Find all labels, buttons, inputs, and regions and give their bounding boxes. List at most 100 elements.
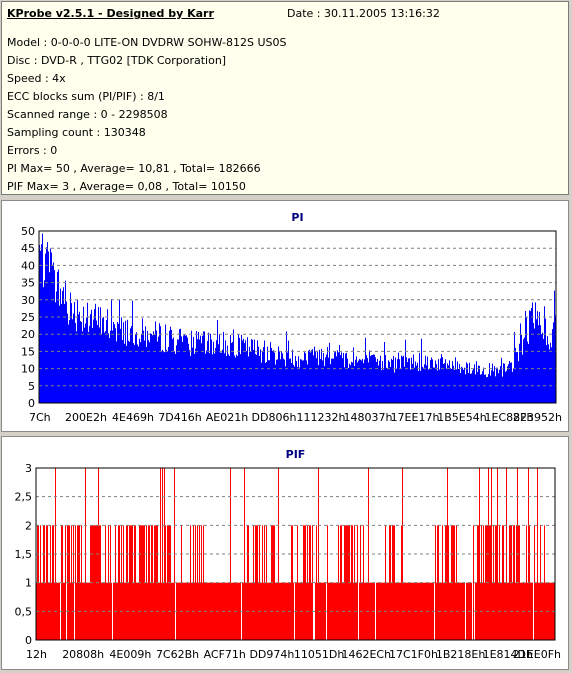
pi-bar xyxy=(97,325,98,403)
pi-bar xyxy=(228,354,229,403)
pif-bar xyxy=(413,582,414,640)
pif-bar xyxy=(341,525,342,640)
pi-bar xyxy=(378,365,379,403)
pi-bar xyxy=(44,280,45,403)
pif-bar xyxy=(305,525,306,640)
pi-bar xyxy=(142,318,143,403)
pi-bar xyxy=(203,331,204,403)
pi-bar xyxy=(80,321,81,403)
pif-bar xyxy=(507,582,508,640)
pi-bar xyxy=(366,355,367,403)
pif-bar xyxy=(275,582,276,640)
pi-bar xyxy=(252,339,253,403)
pi-bar xyxy=(539,311,540,403)
pif-bar xyxy=(155,525,156,640)
pi-bar xyxy=(272,350,273,403)
pi-bar xyxy=(487,376,488,403)
pi-bar xyxy=(436,364,437,403)
pi-bar xyxy=(439,369,440,403)
pif-bar xyxy=(251,582,252,640)
pif-bar xyxy=(159,582,160,640)
pi-bar xyxy=(512,371,513,403)
pi-bar xyxy=(336,356,337,403)
pif-bar xyxy=(41,582,42,640)
pif-bar xyxy=(81,525,82,640)
pif-x-tick-label: 21EE0Fh xyxy=(513,648,561,661)
pi-bar xyxy=(298,356,299,403)
pi-bar xyxy=(364,359,365,403)
info-disc: Disc : DVD-R , TTG02 [TDK Corporation] xyxy=(7,54,227,67)
pif-bar xyxy=(173,582,174,640)
info-model: Model : 0-0-0-0 LITE-ON DVDRW SOHW-812S … xyxy=(7,36,287,49)
pif-bar xyxy=(514,525,515,640)
pi-bar xyxy=(281,350,282,403)
pif-bar xyxy=(214,582,215,640)
pif-bar xyxy=(549,582,550,640)
pi-bar xyxy=(157,341,158,403)
pi-bar xyxy=(520,323,521,403)
pi-bar xyxy=(243,338,244,403)
pi-bar xyxy=(340,355,341,403)
pi-y-tick-label: 5 xyxy=(28,380,35,393)
pi-bar xyxy=(362,358,363,403)
pi-x-tick-label: 111232h xyxy=(297,411,346,424)
pi-bar xyxy=(134,344,135,403)
pi-bar xyxy=(386,367,387,403)
pi-x-tick-label: 200E2h xyxy=(65,411,107,424)
pi-bar xyxy=(431,357,432,403)
pi-bar xyxy=(549,349,550,403)
pi-bar xyxy=(414,367,415,403)
pi-bar xyxy=(165,324,166,403)
pi-bar xyxy=(192,347,193,403)
pi-bar xyxy=(463,369,464,403)
pi-x-tick-label: 17EE17h xyxy=(391,411,440,424)
pi-bar xyxy=(550,342,551,403)
pi-bar xyxy=(455,357,456,403)
pi-bar xyxy=(389,361,390,403)
pi-bar xyxy=(309,349,310,403)
pif-y-tick-label: 2 xyxy=(25,519,32,532)
pif-bar xyxy=(142,525,143,640)
pi-y-tick-label: 25 xyxy=(21,311,35,324)
pi-bar xyxy=(140,342,141,403)
pif-bar xyxy=(75,525,76,640)
pi-bar xyxy=(64,303,65,403)
pi-bar xyxy=(424,364,425,403)
pi-bar xyxy=(360,359,361,403)
pif-bar xyxy=(388,582,389,640)
pif-bar xyxy=(412,582,413,640)
pi-bar xyxy=(259,356,260,403)
pi-bar xyxy=(372,354,373,403)
pi-bar xyxy=(335,351,336,403)
pi-bar xyxy=(244,343,245,403)
pif-bar xyxy=(51,582,52,640)
pi-bar xyxy=(488,374,489,403)
pi-bar xyxy=(262,350,263,403)
pif-chart-panel: PIF 0 0,5 1 1,5 2 2,5 3 12h 20808h 4E009h 7C62Bh ACF… xyxy=(1,436,569,670)
pi-bar xyxy=(391,358,392,403)
pif-bar xyxy=(63,582,64,640)
pi-bar xyxy=(401,355,402,403)
pi-bar xyxy=(274,352,275,403)
pif-bar xyxy=(183,582,184,640)
pif-bar xyxy=(119,525,120,640)
pi-bar xyxy=(176,345,177,403)
pi-bar xyxy=(122,340,123,403)
pif-bar xyxy=(495,525,496,640)
pi-bar xyxy=(207,340,208,403)
pi-bar xyxy=(486,377,487,403)
pif-bar xyxy=(381,582,382,640)
pi-bar xyxy=(450,368,451,403)
pi-bar xyxy=(545,318,546,403)
pi-bar xyxy=(217,320,218,403)
pi-bar xyxy=(407,362,408,403)
pif-bar xyxy=(550,582,551,640)
pif-bar xyxy=(395,582,396,640)
pi-bar xyxy=(178,339,179,403)
pi-bar xyxy=(287,352,288,403)
pif-bar xyxy=(131,525,132,640)
pi-bar xyxy=(339,344,340,403)
pi-bar xyxy=(536,319,537,403)
pif-bar xyxy=(166,582,167,640)
pi-bar xyxy=(392,360,393,403)
